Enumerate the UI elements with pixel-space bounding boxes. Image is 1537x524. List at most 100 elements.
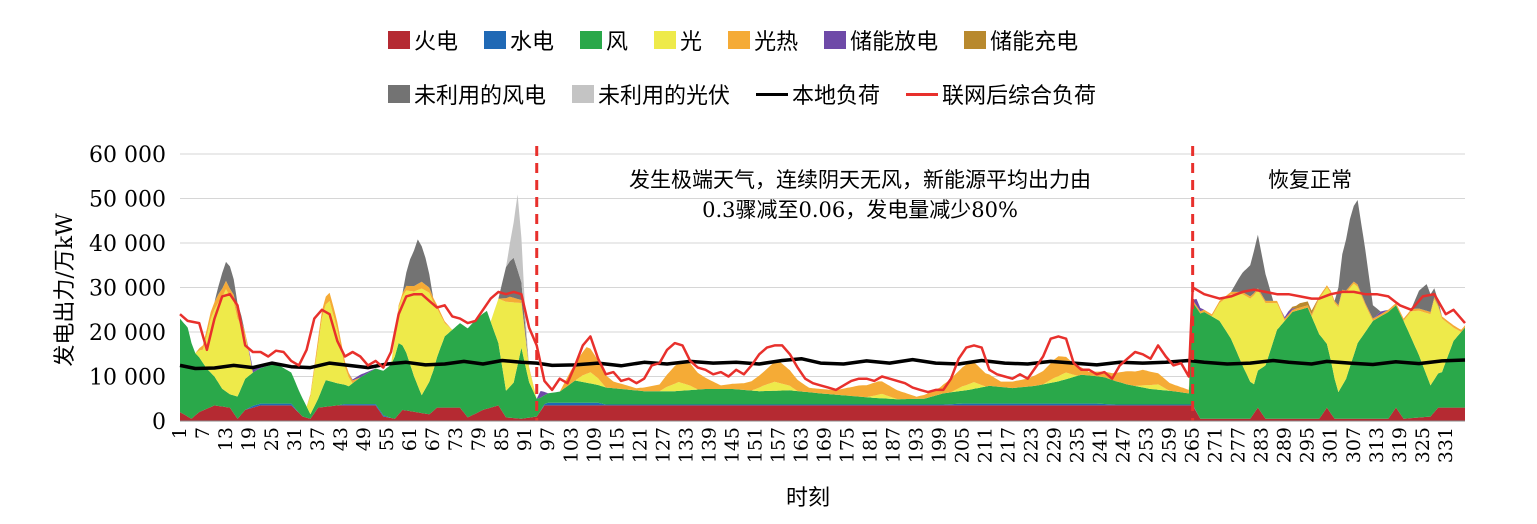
legend-2: 未利用的风电 未利用的光伏 本地负荷 联网后综合负荷 [0, 74, 1537, 114]
x-tick-label: 55 [376, 427, 398, 451]
x-tick-label: 1 [169, 427, 191, 439]
x-tick-label: 181 [859, 427, 881, 463]
legend-label: 未利用的风电 [414, 84, 547, 109]
legend-label: 风 [606, 30, 629, 55]
x-tick-label: 127 [652, 427, 674, 463]
legend-item-1: 水电 [484, 24, 554, 56]
x-tick-label: 175 [836, 427, 858, 463]
legend-item-0: 火电 [388, 24, 458, 56]
legend-item-3: 光 [654, 24, 702, 56]
x-tick-label: 145 [721, 427, 743, 463]
x-tick-label: 205 [952, 427, 974, 463]
x-tick-label: 169 [813, 427, 835, 463]
area-series-0 [180, 405, 1465, 421]
legend-item-9: 本地负荷 [756, 78, 880, 110]
x-tick-label: 91 [514, 427, 536, 451]
legend-swatch [964, 31, 987, 49]
x-tick-label: 283 [1251, 427, 1273, 463]
x-tick-label: 265 [1182, 427, 1204, 463]
legend: 火电 水电 风 光 光热 储能放电 储能充电 [0, 20, 1537, 60]
x-tick-label: 295 [1297, 427, 1319, 463]
legend-item-4: 光热 [728, 24, 798, 56]
x-tick-label: 247 [1113, 427, 1135, 463]
legend-label: 储能放电 [850, 30, 939, 55]
x-tick-label: 163 [790, 427, 812, 463]
x-tick-label: 325 [1412, 427, 1434, 463]
legend-swatch [388, 31, 410, 49]
x-tick-label: 31 [284, 427, 306, 451]
event-markers [535, 146, 1195, 421]
legend-swatch [580, 31, 603, 49]
x-tick-label: 13 [215, 427, 237, 451]
legend-item-8: 未利用的光伏 [572, 78, 730, 110]
x-tick-label: 97 [537, 427, 559, 451]
x-tick-label: 259 [1159, 427, 1181, 463]
x-tick-label: 229 [1044, 427, 1066, 463]
x-tick-label: 235 [1067, 427, 1089, 463]
x-tick-label: 319 [1389, 427, 1411, 463]
legend-item-6: 储能充电 [964, 24, 1078, 56]
legend-item-10: 联网后综合负荷 [906, 78, 1096, 110]
x-tick-label: 307 [1343, 427, 1365, 463]
legend-swatch [824, 31, 847, 49]
area-series-4 [180, 280, 1465, 407]
x-tick-label: 67 [422, 427, 444, 451]
x-tick-label: 253 [1136, 427, 1158, 463]
stacked-areas [180, 194, 1465, 421]
x-tick-label: 103 [560, 427, 582, 463]
x-tick-label: 49 [353, 427, 375, 451]
legend-swatch [572, 85, 595, 103]
load-lines [179, 286, 1466, 394]
legend-label: 水电 [510, 30, 555, 55]
area-series-3 [180, 283, 1465, 415]
legend-swatch [728, 31, 751, 49]
x-tick-label: 331 [1435, 427, 1457, 463]
legend-item-7: 未利用的风电 [388, 78, 546, 110]
y-tick-label: 60 000 [89, 143, 166, 168]
x-tick-label: 193 [905, 427, 927, 463]
x-tick-label: 7 [192, 427, 214, 439]
x-tick-label: 109 [583, 427, 605, 463]
event-annotation-line1: 发生极端天气，连续阴天无风，新能源平均出力由 [629, 168, 1091, 192]
x-tick-label: 277 [1228, 427, 1250, 463]
x-tick-label: 19 [238, 427, 260, 451]
event-annotation-line2: 0.3骤减至0.06，发电量减少80% [702, 198, 1018, 222]
legend-label: 光 [680, 30, 703, 55]
legend-swatch [654, 31, 677, 49]
x-tick-label: 61 [399, 427, 421, 451]
recover-annotation: 恢复正常 [1268, 168, 1352, 192]
legend-label: 联网后综合负荷 [942, 84, 1097, 109]
legend-row-2: 未利用的风电 未利用的光伏 本地负荷 联网后综合负荷 [388, 78, 1096, 110]
x-axis-label: 时刻 [786, 486, 830, 511]
x-tick-label: 271 [1205, 427, 1227, 463]
x-tick-label: 199 [928, 427, 950, 463]
event-annotation: 发生极端天气，连续阴天无风，新能源平均出力由 0.3骤减至0.06，发电量减少8… [550, 165, 1170, 225]
legend-swatch [906, 92, 939, 96]
x-tick-label: 301 [1320, 427, 1342, 463]
legend-swatch [484, 31, 507, 49]
y-tick-label: 10 000 [89, 366, 166, 391]
line-grid-load [179, 286, 1466, 394]
x-tick-label: 241 [1090, 427, 1112, 463]
legend-label: 未利用的光伏 [598, 84, 731, 109]
y-tick-label: 20 000 [89, 321, 166, 346]
legend-label: 储能充电 [990, 30, 1079, 55]
legend-label: 光热 [754, 30, 799, 55]
x-tick-label: 223 [1021, 427, 1043, 463]
x-tick-label: 139 [698, 427, 720, 463]
area-series-2 [180, 302, 1465, 419]
legend-label: 本地负荷 [792, 84, 881, 109]
x-tick-label: 43 [330, 427, 352, 451]
x-tick-label: 211 [975, 427, 997, 463]
legend-swatch [756, 92, 789, 96]
y-tick-label: 40 000 [89, 232, 166, 257]
x-tick-label: 121 [629, 427, 651, 463]
x-tick-label: 79 [468, 427, 490, 451]
x-tick-label: 187 [882, 427, 904, 463]
x-tick-label: 133 [675, 427, 697, 463]
x-tick-label: 115 [606, 427, 628, 463]
x-tick-label: 157 [767, 427, 789, 463]
y-tick-label: 0 [152, 410, 166, 435]
